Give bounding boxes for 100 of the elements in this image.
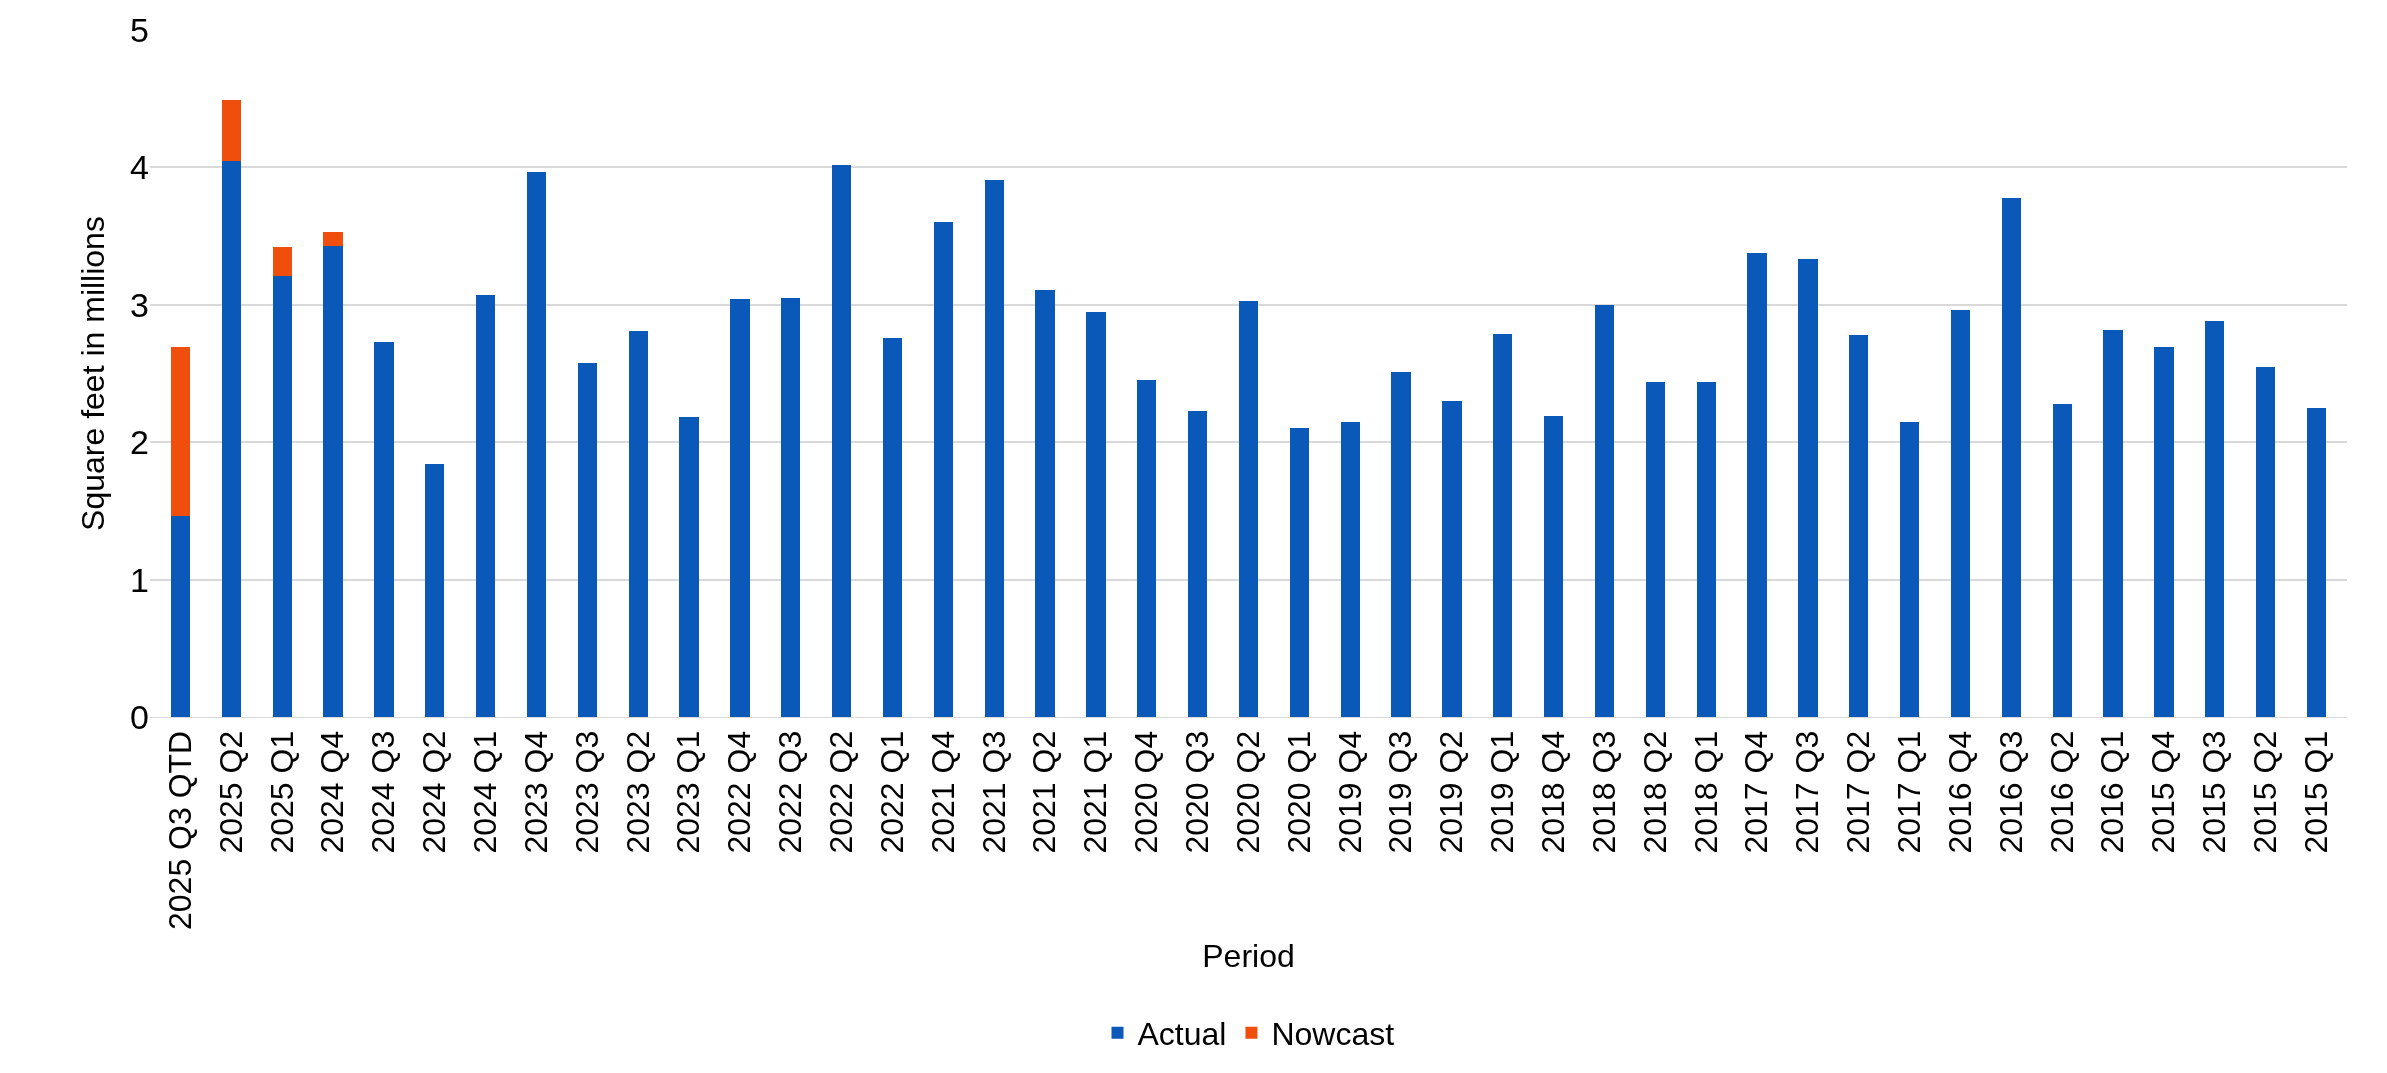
- x-tick-label: 2018 Q1: [1687, 730, 1724, 854]
- x-tick-label: 2019 Q4: [1331, 730, 1368, 854]
- x-tick-label: 2016 Q3: [1992, 730, 2029, 854]
- x-tick-label: 2022 Q2: [823, 730, 860, 854]
- x-tick-label: 2015 Q2: [2247, 730, 2284, 854]
- bar: [1594, 304, 1615, 717]
- bar: [272, 275, 292, 717]
- x-tick-label: 2023 Q2: [619, 730, 656, 854]
- bar: [1543, 416, 1564, 717]
- bar: [1391, 372, 1411, 717]
- bar: [1137, 380, 1157, 717]
- x-tick-label: 2023 Q4: [517, 730, 554, 854]
- x-tick-label: 2020 Q1: [1280, 730, 1317, 854]
- bar: [1747, 252, 1767, 717]
- x-tick-label: 2019 Q1: [1484, 730, 1521, 854]
- bar: [1798, 259, 1818, 717]
- x-tick-label: 2019 Q3: [1382, 730, 1419, 854]
- x-tick-label: 2016 Q4: [1941, 730, 1978, 854]
- bar: [2306, 407, 2327, 717]
- bar: [1849, 335, 1869, 717]
- bar: [882, 337, 903, 717]
- bar: [730, 299, 750, 717]
- bar: [1645, 381, 1666, 717]
- bar: [1086, 311, 1106, 717]
- bar: [374, 341, 394, 717]
- bar: [425, 464, 445, 717]
- x-tick-label: 2018 Q3: [1585, 730, 1622, 854]
- bar: [1035, 289, 1055, 717]
- x-tick-label: 2023 Q1: [670, 730, 707, 854]
- x-tick-label: 2017 Q4: [1738, 730, 1775, 854]
- bar: [221, 160, 242, 717]
- y-tick-label: 0: [130, 697, 149, 736]
- x-tick-label: 2025 Q2: [212, 730, 249, 854]
- bar: [170, 516, 191, 717]
- x-tick-label: 2022 Q1: [873, 730, 910, 854]
- bar: [2154, 347, 2174, 717]
- x-tick-label: 2024 Q4: [314, 730, 351, 854]
- bar: [272, 247, 292, 276]
- x-tick-label: 2025 Q1: [263, 730, 300, 854]
- bar: [1493, 333, 1513, 717]
- bar: [526, 171, 547, 717]
- x-tick-label: 2024 Q3: [365, 730, 402, 854]
- x-tick-label: 2015 Q3: [2196, 730, 2233, 854]
- bar: [323, 231, 343, 246]
- bar: [221, 100, 242, 161]
- bar: [1187, 410, 1208, 717]
- bar: [170, 347, 191, 517]
- x-tick-label: 2022 Q4: [721, 730, 758, 854]
- bar: [2052, 403, 2072, 717]
- y-tick-label: 5: [130, 10, 149, 49]
- x-tick-label: 2024 Q2: [416, 730, 453, 854]
- x-tick-label: 2021 Q2: [1026, 730, 1063, 854]
- x-tick-label: 2018 Q4: [1535, 730, 1572, 854]
- x-tick-label: 2020 Q4: [1128, 730, 1165, 854]
- y-tick-label: 4: [130, 148, 149, 187]
- bar: [1238, 300, 1259, 717]
- y-tick-label: 2: [130, 423, 149, 462]
- x-tick-label: 2021 Q1: [1077, 730, 1114, 854]
- bar: [577, 362, 598, 717]
- x-tick-label: 2015 Q1: [2297, 730, 2334, 854]
- x-tick-label: 2017 Q3: [1789, 730, 1826, 854]
- x-tick-label: 2025 Q3 QTD: [161, 730, 198, 930]
- x-tick-label: 2020 Q2: [1229, 730, 1266, 854]
- x-axis-title: Period: [1202, 937, 1295, 974]
- x-tick-label: 2016 Q1: [2094, 730, 2131, 854]
- x-tick-label: 2021 Q3: [975, 730, 1012, 854]
- bar: [933, 222, 954, 717]
- x-tick-label: 2017 Q1: [1891, 730, 1928, 854]
- bar: [323, 245, 343, 717]
- bar: [2001, 197, 2022, 717]
- bar: [1950, 310, 1971, 717]
- bar: [831, 164, 852, 717]
- bar: [1696, 381, 1716, 717]
- legend-label: Nowcast: [1271, 1016, 1395, 1053]
- x-tick-label: 2020 Q3: [1179, 730, 1216, 854]
- x-tick-label: 2021 Q4: [924, 730, 961, 854]
- x-tick-label: 2017 Q2: [1840, 730, 1877, 854]
- y-tick-label: 1: [130, 560, 149, 599]
- x-tick-label: 2018 Q2: [1636, 730, 1673, 854]
- bar: [1899, 421, 1920, 717]
- bar: [679, 417, 699, 717]
- x-tick-label: 2016 Q2: [2043, 730, 2080, 854]
- bar: [1289, 428, 1310, 717]
- x-tick-label: 2024 Q1: [467, 730, 504, 854]
- y-axis-title: Square feet in millions: [75, 216, 112, 531]
- bar: [1442, 400, 1462, 717]
- bar: [1340, 421, 1360, 717]
- bar: [2103, 329, 2123, 717]
- bar: [628, 330, 648, 717]
- bar: [475, 295, 496, 717]
- bar: [2205, 321, 2225, 717]
- y-tick-label: 3: [130, 285, 149, 324]
- legend-label: Actual: [1137, 1016, 1227, 1053]
- x-tick-label: 2015 Q4: [2145, 730, 2182, 854]
- bar: [781, 297, 801, 717]
- bar: [984, 179, 1004, 717]
- bar: [2255, 366, 2276, 717]
- x-tick-label: 2023 Q3: [568, 730, 605, 854]
- x-tick-label: 2019 Q2: [1433, 730, 1470, 854]
- x-tick-label: 2022 Q3: [772, 730, 809, 854]
